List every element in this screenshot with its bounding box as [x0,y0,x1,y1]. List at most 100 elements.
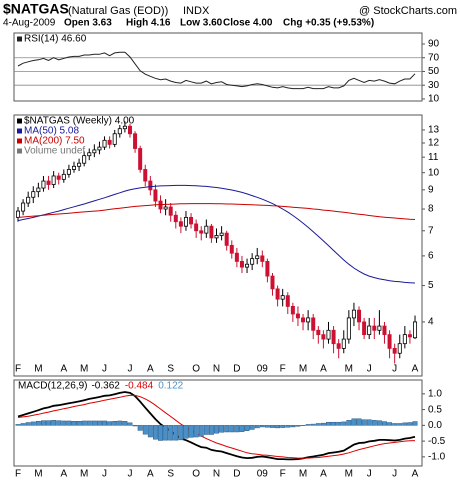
candle-body [387,334,392,349]
change: Chg +0.35 (+9.53%) [283,18,374,29]
x-tick-label: F [280,469,286,480]
histogram-bar [122,421,128,426]
histogram-bar [280,425,286,428]
candle-body [377,325,382,331]
candle-body [224,232,229,246]
histogram-bar [178,425,184,441]
candle-body [362,321,367,336]
histogram-bar [193,425,199,438]
histogram-bar [371,420,377,426]
x-tick-label: A [412,364,419,375]
x-tick-label: F [15,469,21,480]
histogram-bar [41,420,46,426]
histogram-bar [412,421,418,426]
histogram-bar [387,422,393,426]
candle-body [250,258,255,265]
candle-body [260,255,265,262]
y-tick-label: -1.0 [428,452,446,463]
candle-body [56,175,61,180]
histogram-bar [341,421,347,426]
candle-body [143,169,148,182]
histogram-bar [96,420,102,426]
y-tick-label: 11 [428,152,439,163]
candle-body [117,128,122,135]
candle-body [133,133,138,149]
legend-label: -0.484 [125,381,154,392]
candle-body [92,149,97,154]
histogram-bar [173,425,179,441]
low: Low 3.60 [180,18,223,29]
histogram-bar [290,425,296,428]
candle-body [189,216,194,225]
candle-body [214,235,219,239]
candle-body [382,325,387,336]
histogram-bar [183,425,189,439]
candle-body [82,155,87,164]
histogram-bar [208,425,214,435]
x-tick-label: M [299,469,307,480]
histogram-bar [214,425,219,434]
histogram-bar [234,425,240,433]
legend-label: 0.122 [158,381,183,392]
y-tick-label: 6 [428,251,434,262]
y-tick-label: 90 [428,39,440,50]
y-tick-label: 7 [428,225,434,236]
histogram-bar [270,425,275,428]
histogram-bar [356,418,362,426]
histogram-bar [112,421,118,426]
histogram-bar [264,425,270,428]
x-tick-label: 09 [257,469,269,480]
candle-body [367,325,372,336]
histogram-bar [331,421,337,426]
close: Close 4.00 [223,18,273,29]
y-tick-label: 12 [428,138,440,149]
y-tick-label: 30 [428,80,440,91]
histogram-bar [361,419,367,426]
candle-body [265,261,270,277]
candle-body [413,321,418,339]
candle-body [173,214,178,223]
candle-body [178,221,183,227]
histogram-bar [397,423,403,426]
histogram-bar [249,425,255,430]
histogram-bar [102,420,107,426]
panel-frame [13,114,423,377]
x-tick-label: A [320,469,327,480]
credit: @ StockCharts.com [359,5,457,17]
x-tick-label: J [367,469,372,480]
candle-body [219,232,224,236]
y-tick-label: 0.0 [428,420,442,431]
exchange: INDX [183,5,210,17]
candle-body [351,309,356,319]
candle-body [255,255,260,260]
histogram-bar [30,421,36,426]
candle-body [87,152,92,157]
candle-body [138,148,143,170]
x-tick-label: O [192,469,200,480]
candle-body [402,334,407,345]
histogram-bar [137,425,143,431]
y-tick-label: 10 [428,167,440,178]
candle-body [107,139,112,145]
x-tick-label: 09 [257,364,269,375]
histogram-bar [91,420,97,426]
histogram-bar [295,425,301,427]
candle-body [341,338,346,349]
series-line [17,184,416,284]
histogram-bar [35,421,41,426]
y-tick-label: 1.0 [428,389,442,400]
candle-body [316,329,321,336]
histogram-bar [127,422,133,426]
x-tick-label: J [102,364,107,375]
candle-body [153,189,158,202]
histogram-bar [71,421,77,426]
candle-body [331,329,336,345]
legend-swatch [17,118,22,124]
histogram-bar [351,418,357,426]
candle-body [280,295,285,300]
legend-label: Volume undef [24,146,85,157]
candle-body [326,329,331,340]
legend-label: RSI(14) 46.60 [24,34,87,45]
candle-body [407,334,412,338]
